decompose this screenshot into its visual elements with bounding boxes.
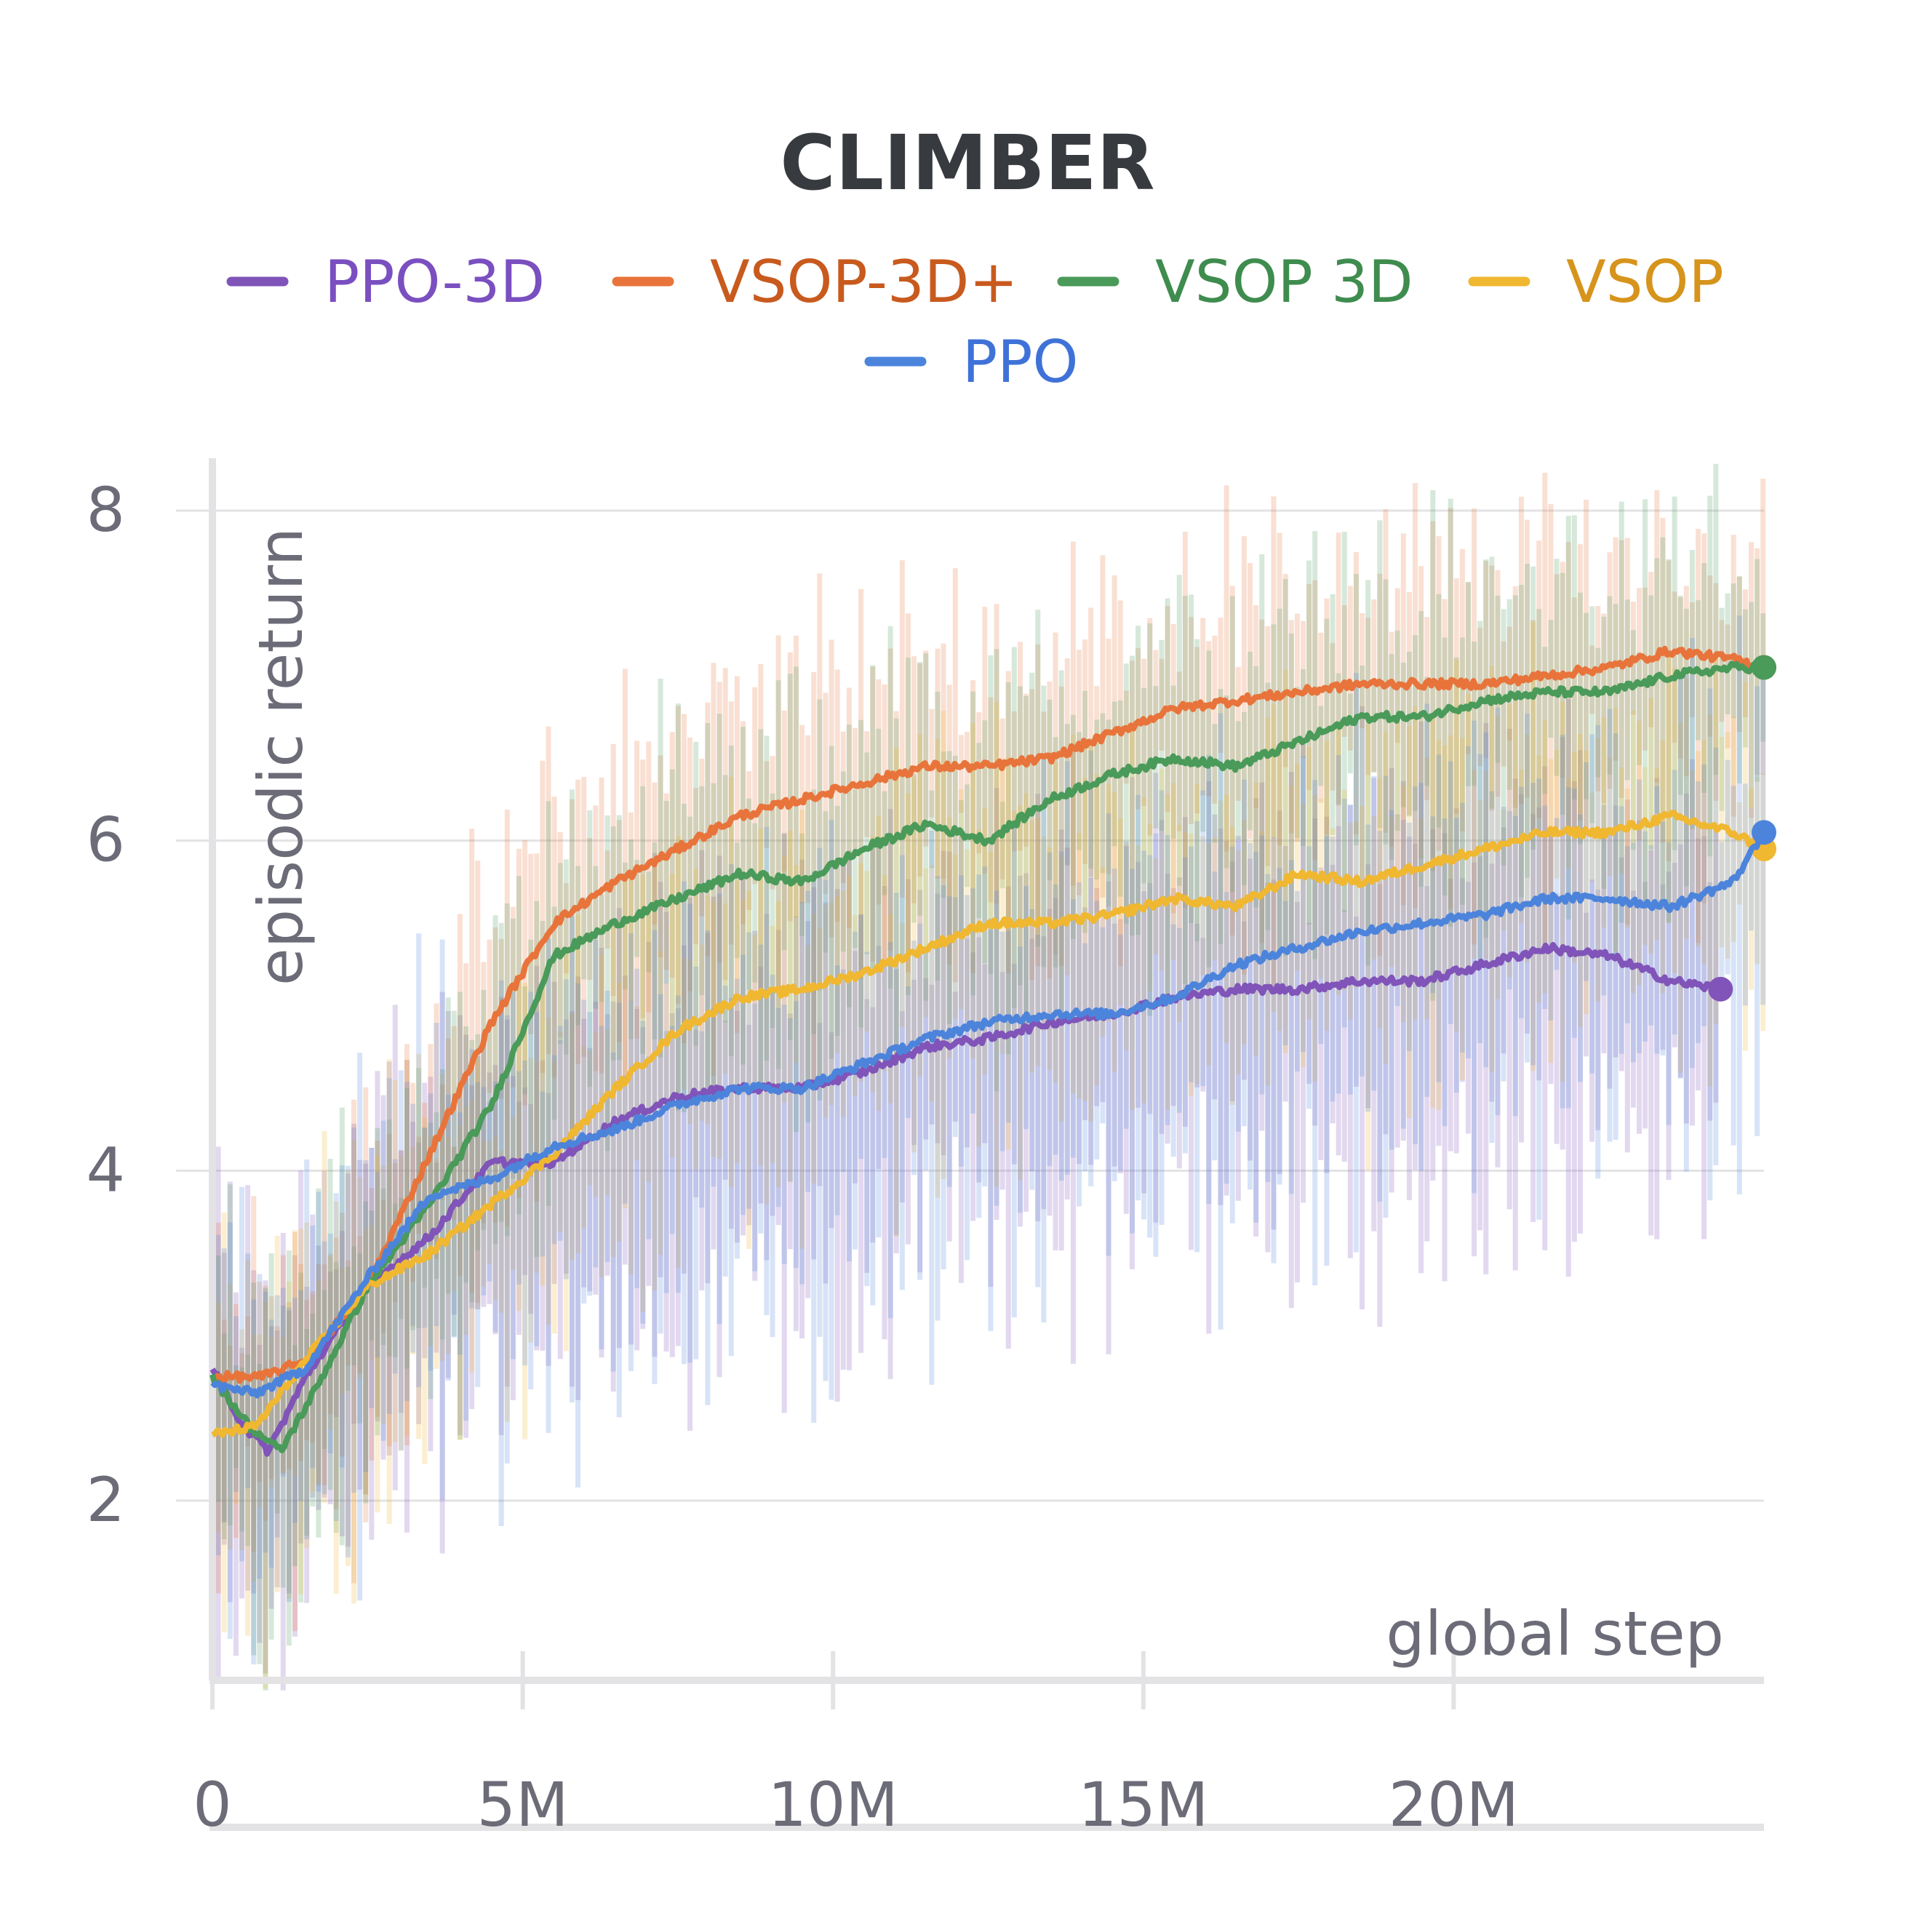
series-line-vsop-3d-: [211, 645, 1765, 1384]
legend-label: VSOP 3D: [1155, 248, 1413, 316]
raw-noise-bands: [209, 463, 1766, 1691]
y-tick-label: 6: [87, 805, 125, 876]
legend-label: VSOP: [1566, 248, 1724, 316]
series-endpoint: [1708, 976, 1733, 1002]
x-tick-label: 0: [193, 1769, 231, 1840]
series-lines: [209, 645, 1776, 1457]
x-tick-label: 15M: [1078, 1769, 1208, 1840]
noise-band-1: [209, 472, 1766, 1632]
grid: [176, 509, 1764, 1502]
legend-label: PPO: [962, 328, 1078, 396]
x-tick-label: 5M: [477, 1769, 569, 1840]
axes: 2 4 6 8 0 5M 10M 15M 20M: [87, 458, 1764, 1840]
series-endpoint: [1752, 820, 1776, 845]
x-tick-label: 10M: [768, 1769, 898, 1840]
legend-label: PPO-3D: [324, 248, 545, 316]
series-endpoint: [1752, 655, 1776, 680]
series-line-ppo-3d: [209, 942, 1722, 1457]
legend-label: VSOP-3D+: [710, 248, 1018, 316]
series-line-vsop: [211, 810, 1766, 1438]
y-tick-label: 2: [87, 1464, 125, 1536]
x-tick-label: 20M: [1389, 1769, 1519, 1840]
x-axis-label: global step: [1386, 1598, 1724, 1669]
series-line-ppo: [210, 834, 1767, 1399]
legend: PPO-3D VSOP-3D+ VSOP 3D VSOP PPO: [226, 248, 1724, 396]
y-tick-label: 8: [87, 474, 125, 546]
noise-band-4: [209, 615, 1766, 1665]
y-tick-label: 4: [87, 1134, 125, 1205]
series-line-vsop-3d: [209, 660, 1765, 1453]
chart-title: CLIMBER: [780, 119, 1154, 207]
noise-band-3: [209, 622, 1766, 1689]
noise-band-2: [209, 463, 1766, 1691]
y-axis-label: episodic return: [245, 527, 316, 986]
